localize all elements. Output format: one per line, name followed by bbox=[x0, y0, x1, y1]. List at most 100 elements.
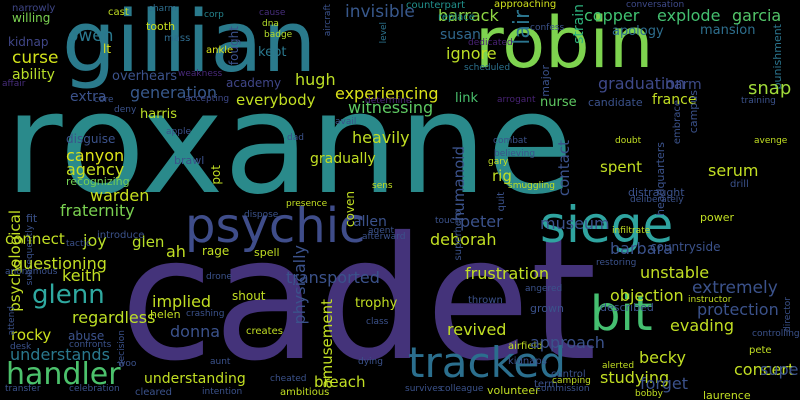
word: academy bbox=[226, 76, 282, 90]
word: regardless bbox=[72, 308, 156, 327]
word: garcia bbox=[732, 6, 782, 25]
word: frustration bbox=[465, 264, 549, 283]
word: harm bbox=[665, 77, 702, 93]
word: deliberately bbox=[630, 195, 684, 205]
word: anonymous bbox=[5, 267, 58, 277]
word: dispose bbox=[244, 210, 279, 220]
word: mansion bbox=[700, 23, 756, 38]
word: drone bbox=[206, 272, 232, 282]
word: abuse bbox=[68, 329, 105, 343]
word: distraught bbox=[628, 186, 685, 199]
word: tracked bbox=[408, 338, 566, 387]
word: conversation bbox=[626, 0, 685, 10]
word: kidnaps bbox=[508, 356, 547, 367]
word: questioning bbox=[13, 254, 107, 273]
word: countryside bbox=[650, 240, 721, 254]
word: combat bbox=[493, 136, 527, 146]
word: explode bbox=[657, 6, 721, 25]
word: intention bbox=[202, 387, 243, 397]
word: ankle bbox=[206, 45, 234, 56]
word: spent bbox=[600, 158, 642, 176]
word: deborah bbox=[430, 230, 497, 249]
word: apology bbox=[612, 24, 664, 39]
word: everybody bbox=[236, 91, 316, 109]
word: heavily bbox=[352, 128, 410, 147]
word: museum bbox=[540, 214, 610, 233]
word: copper bbox=[584, 6, 640, 25]
word: badge bbox=[264, 30, 293, 40]
word: transfer bbox=[5, 384, 41, 394]
word: agency bbox=[66, 160, 125, 179]
word: spell bbox=[254, 246, 280, 259]
word: experiencing bbox=[335, 84, 439, 103]
word: accepting bbox=[185, 94, 230, 104]
word: candidate bbox=[588, 96, 643, 109]
word: presence bbox=[286, 199, 328, 209]
word: ah bbox=[166, 242, 186, 261]
word: crashing bbox=[186, 309, 225, 319]
word: desk bbox=[10, 342, 32, 352]
word: apple bbox=[166, 127, 191, 137]
word: link bbox=[455, 91, 478, 106]
word: agent bbox=[368, 226, 394, 236]
word: connect bbox=[5, 230, 65, 248]
word: approach bbox=[530, 333, 605, 352]
word: believing bbox=[494, 149, 536, 159]
word: coven bbox=[343, 191, 357, 228]
word: snap bbox=[748, 78, 792, 99]
word: hugh bbox=[295, 70, 336, 89]
word: instructor bbox=[688, 295, 732, 305]
word: roxanne bbox=[5, 63, 574, 226]
word: commission bbox=[536, 384, 590, 394]
word: fit bbox=[26, 212, 38, 225]
word: fraternity bbox=[60, 201, 135, 220]
word: airfield bbox=[508, 341, 543, 352]
word: sens bbox=[372, 181, 393, 191]
word: charm bbox=[148, 4, 177, 14]
word: strain bbox=[571, 4, 587, 44]
word: willing bbox=[12, 11, 51, 25]
word: smuggling bbox=[508, 181, 556, 191]
word: psychic bbox=[185, 198, 366, 254]
word: gary bbox=[488, 157, 509, 167]
word: objection bbox=[610, 286, 684, 305]
word: overhears bbox=[112, 69, 178, 84]
word: celebration bbox=[69, 384, 120, 394]
word: doubt bbox=[615, 136, 642, 146]
word: ability bbox=[12, 67, 55, 83]
word: warden bbox=[90, 186, 150, 205]
word: kidnap bbox=[8, 35, 49, 49]
word: bit bbox=[590, 286, 653, 342]
word: scheduled bbox=[464, 63, 511, 73]
word: aunt bbox=[210, 357, 231, 367]
word: control bbox=[551, 369, 586, 380]
word: helen bbox=[150, 308, 181, 321]
word: invisible bbox=[345, 2, 415, 22]
word: pot bbox=[209, 165, 223, 185]
word: described bbox=[600, 301, 654, 314]
word: brawl bbox=[174, 154, 205, 167]
word: evading bbox=[670, 316, 735, 335]
word: breach bbox=[314, 373, 366, 391]
word: extremely bbox=[692, 278, 778, 298]
word: lt bbox=[103, 42, 112, 56]
word: shout bbox=[232, 289, 266, 303]
word: thrown bbox=[468, 295, 503, 306]
word: joy bbox=[83, 231, 107, 250]
word: quit bbox=[496, 192, 507, 212]
word: arrogant bbox=[497, 95, 536, 105]
word: rage bbox=[202, 244, 230, 258]
word: trophy bbox=[355, 296, 398, 311]
word: director bbox=[783, 297, 793, 332]
word: alerted bbox=[602, 361, 635, 371]
word: dad bbox=[287, 133, 304, 143]
word: survives bbox=[405, 384, 443, 394]
word: forget bbox=[640, 374, 688, 393]
word: keith bbox=[62, 266, 102, 285]
word: owen bbox=[68, 26, 114, 46]
word: pete bbox=[749, 345, 772, 356]
word: understands bbox=[10, 345, 110, 364]
word: gradually bbox=[310, 151, 376, 167]
word: cause bbox=[259, 8, 286, 18]
